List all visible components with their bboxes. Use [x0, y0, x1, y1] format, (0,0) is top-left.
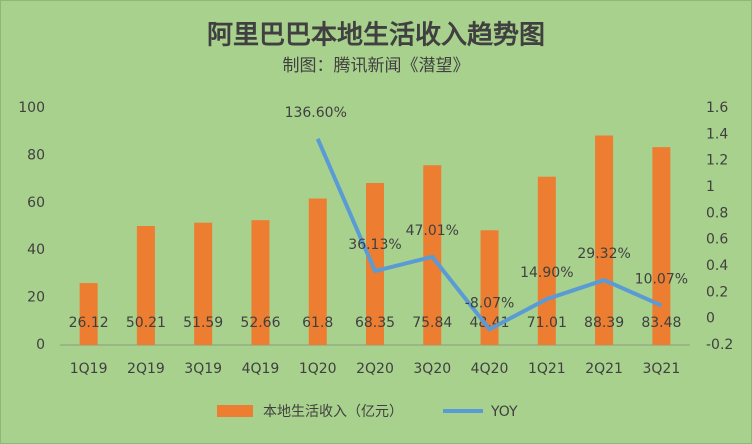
x-tick-label: 2Q21	[585, 361, 623, 377]
x-tick-label: 1Q19	[70, 361, 108, 377]
line-value-label: 136.60%	[285, 105, 347, 121]
bar-value-label: 68.35	[355, 315, 395, 331]
x-tick-label: 4Q19	[242, 361, 280, 377]
line	[315, 138, 663, 332]
line-value-label: 36.13%	[348, 237, 401, 253]
y-tick-label: 80	[27, 147, 45, 163]
x-tick-label: 3Q20	[413, 361, 451, 377]
bar-value-label: 51.59	[183, 315, 223, 331]
y2-tick-label: 1	[706, 179, 715, 195]
bar-value-label: 75.84	[412, 315, 452, 331]
x-tick-label: 2Q20	[356, 361, 394, 377]
bar	[251, 220, 270, 345]
y2-tick-label: 1.2	[706, 153, 728, 169]
chart-title: 阿里巴巴本地生活收入趋势图	[207, 21, 545, 51]
x-tick-label: 1Q21	[528, 361, 566, 377]
line-value-label: 10.07%	[635, 271, 688, 287]
legend-label: YOY	[490, 404, 518, 420]
y2-tick-label: -0.2	[706, 337, 733, 353]
line-value-label: -8.07%	[465, 295, 515, 311]
y2-tick-label: 0.4	[706, 258, 728, 274]
bar	[136, 226, 155, 345]
line-value-label: 14.90%	[520, 265, 573, 281]
legend-label: 本地生活收入（亿元）	[263, 404, 403, 420]
bar	[366, 183, 384, 345]
x-tick-label: 1Q20	[299, 361, 337, 377]
chart-subtitle: 制图：腾讯新闻《潜望》	[283, 56, 470, 76]
bar-value-label: 88.39	[584, 315, 624, 331]
line-value-label: 29.32%	[577, 246, 630, 262]
y-tick-label: 20	[27, 290, 45, 306]
bar	[595, 135, 614, 345]
bar-value-label: 52.66	[240, 315, 280, 331]
x-tick-label: 3Q19	[184, 361, 222, 377]
bar	[652, 147, 671, 345]
bar-value-label: 71.01	[527, 315, 567, 331]
x-tick-label: 4Q20	[471, 361, 509, 377]
bar	[308, 198, 327, 345]
bar-value-label: 50.21	[126, 315, 166, 331]
y-tick-label: 100	[18, 100, 45, 116]
y2-tick-label: 1.6	[706, 100, 728, 116]
y2-tick-label: 1.4	[706, 126, 728, 142]
bar-value-label: 26.12	[69, 315, 109, 331]
y2-tick-label: 0	[706, 311, 715, 327]
y2-tick-label: 0.6	[706, 232, 728, 248]
y-tick-label: 0	[36, 337, 45, 353]
bar	[79, 283, 98, 345]
y2-tick-label: 0.8	[706, 205, 728, 221]
bar-value-label: 61.8	[302, 315, 333, 331]
y2-tick-label: 0.2	[706, 284, 728, 300]
y-tick-label: 60	[27, 195, 45, 211]
line-value-label: 47.01%	[406, 223, 459, 239]
bar	[194, 222, 213, 345]
x-tick-label: 2Q19	[127, 361, 165, 377]
bar	[480, 230, 499, 345]
legend-swatch	[217, 405, 253, 417]
y-tick-label: 40	[27, 242, 45, 258]
x-tick-label: 3Q21	[642, 361, 680, 377]
bar-value-label: 83.48	[641, 315, 681, 331]
